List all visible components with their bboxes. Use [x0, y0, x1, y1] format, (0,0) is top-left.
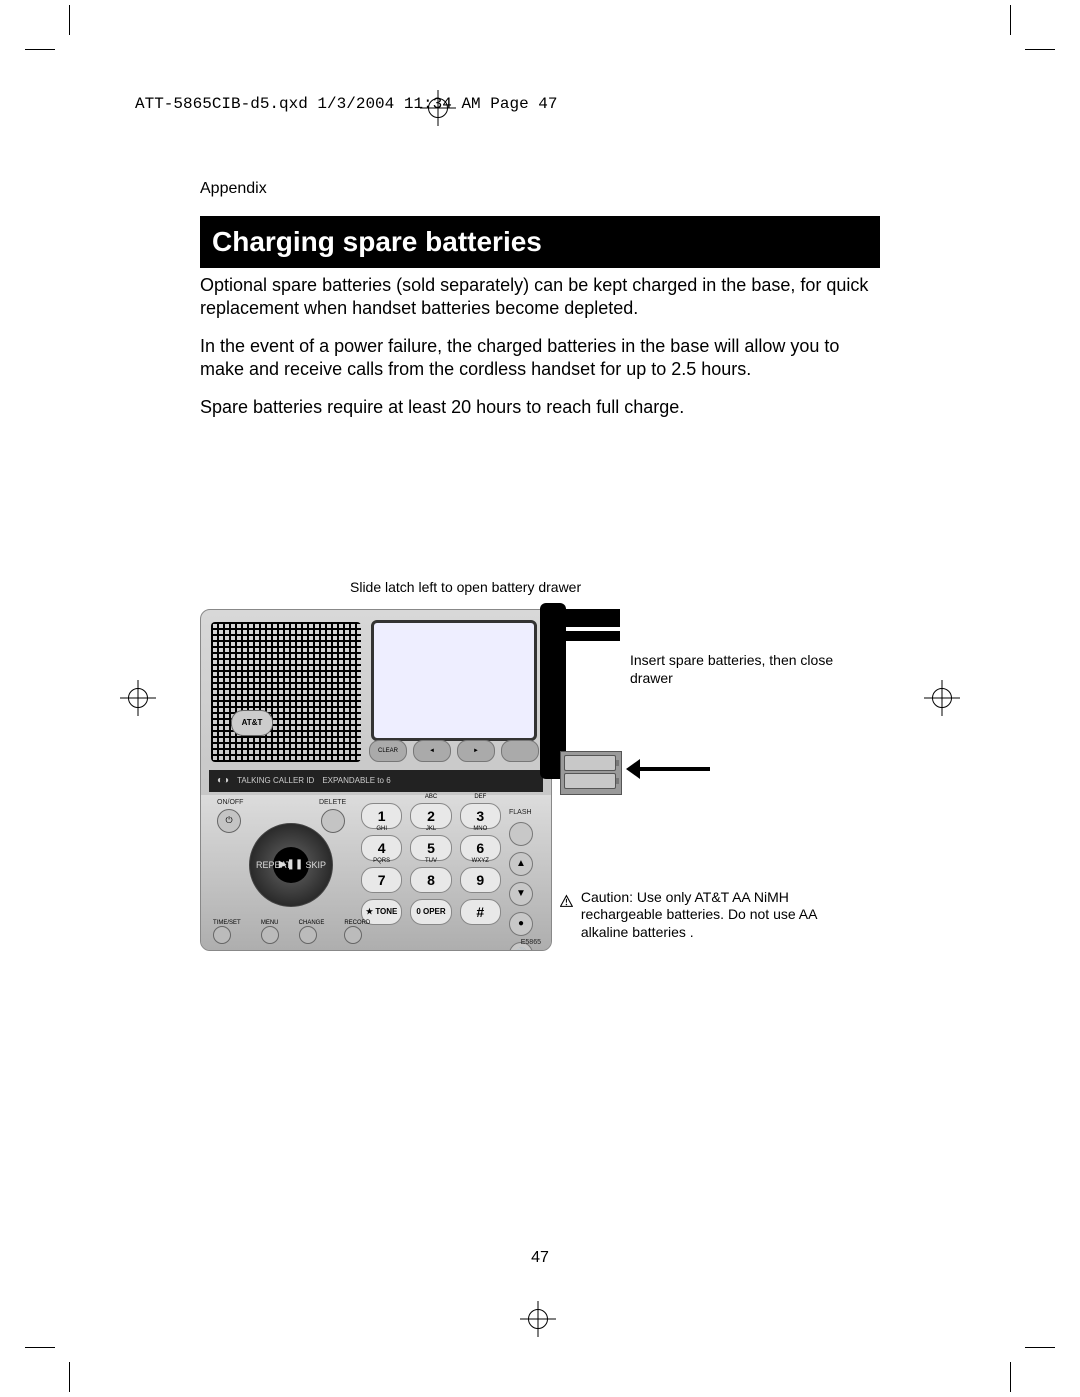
caution-text: Caution: Use only AT&T AA NiMH rechargea… [581, 889, 860, 942]
delete-label: DELETE [319, 799, 346, 806]
key-9: WXYZ9 [460, 867, 501, 893]
registration-mark-bottom [520, 1301, 556, 1337]
key-7: PQRS7 [361, 867, 402, 893]
paragraph-1: Optional spare batteries (sold separatel… [200, 274, 880, 321]
paragraph-2: In the event of a power failure, the cha… [200, 335, 880, 382]
mute-button-icon: ● [509, 912, 533, 936]
crop-mark-tl [55, 35, 95, 75]
key-hash: # [460, 899, 501, 925]
nav-btn-dir [501, 740, 539, 762]
record-btn-icon [344, 926, 362, 944]
change-label: CHANGE [299, 920, 325, 926]
bottom-row-buttons: TIME/SET MENU CHANGE RECORD [213, 920, 370, 944]
menu-label: MENU [261, 920, 279, 926]
power-button-icon: ⏻ [217, 809, 241, 833]
device-figure: AT&T CLEAR ◄ ► ◐◑ TALKING CALLER ID EXPA… [200, 609, 880, 969]
strip-label-2: EXPANDABLE to 6 [322, 776, 390, 785]
key-0: 0 OPER [410, 899, 451, 925]
drawer-slot-icon-2 [560, 631, 620, 641]
warning-icon [560, 889, 573, 913]
change-btn-icon [299, 926, 317, 944]
appendix-label: Appendix [200, 180, 880, 198]
key-8: TUV8 [410, 867, 451, 893]
page-title: Charging spare batteries [200, 216, 880, 268]
crop-mark-bl [55, 1322, 95, 1362]
timeset-btn-icon [213, 926, 231, 944]
vol-down-icon: ▼ [509, 882, 533, 906]
nav-btn-left: ◄ [413, 740, 451, 762]
phone-base-illustration: AT&T CLEAR ◄ ► ◐◑ TALKING CALLER ID EXPA… [200, 609, 552, 951]
model-label: E5865 [521, 939, 541, 946]
registration-mark-right [924, 680, 960, 716]
feature-strip: ◐◑ TALKING CALLER ID EXPANDABLE to 6 [209, 770, 543, 792]
prepress-header: ATT-5865CIB-d5.qxd 1/3/2004 11:34 AM Pag… [135, 95, 557, 113]
insert-caption: Insert spare batteries, then close drawe… [630, 651, 860, 687]
crop-mark-br [985, 1322, 1025, 1362]
strip-label-1: TALKING CALLER ID [237, 776, 314, 785]
crop-mark-tr [985, 35, 1025, 75]
timeset-label: TIME/SET [213, 920, 241, 926]
record-label: RECORD [344, 920, 370, 926]
page-content: Appendix Charging spare batteries Option… [200, 180, 880, 969]
figure-top-caption: Slide latch left to open battery drawer [350, 579, 880, 595]
keypad: 1 ABC2 DEF3 GHI4 JKL5 MNO6 PQRS7 TUV8 WX… [361, 803, 501, 925]
brand-badge: AT&T [231, 710, 273, 736]
onoff-label: ON/OFF [217, 799, 243, 806]
lower-panel: ON/OFF ⏻ DELETE REPEAT ▶❚❚ SKIP 1 ABC2 D… [201, 795, 551, 950]
flash-button-icon [509, 822, 533, 846]
drawer-slot-icon [560, 609, 620, 627]
battery-icon-1 [564, 755, 616, 771]
lcd-screen [371, 620, 537, 741]
repeat-label: REPEAT [256, 860, 291, 870]
playback-dial: REPEAT ▶❚❚ SKIP [249, 823, 333, 907]
registration-mark-left [120, 680, 156, 716]
battery-icon-2 [564, 773, 616, 789]
tape-icon: ◐◑ [217, 775, 229, 786]
caution-block: Caution: Use only AT&T AA NiMH rechargea… [560, 889, 860, 942]
vol-up-icon: ▲ [509, 852, 533, 876]
speaker-grille-icon [211, 622, 361, 762]
paragraph-3: Spare batteries require at least 20 hour… [200, 396, 880, 419]
arrow-left-icon [630, 767, 710, 771]
delete-button-icon [321, 809, 345, 833]
menu-btn-icon [261, 926, 279, 944]
page-number: 47 [531, 1249, 549, 1267]
flash-label: FLASH [509, 809, 539, 816]
nav-btn-right: ► [457, 740, 495, 762]
side-buttons: FLASH ▲ ▼ ● 🔊 [509, 809, 539, 951]
skip-label: SKIP [305, 860, 326, 870]
nav-btn-clear: CLEAR [369, 740, 407, 762]
nav-buttons: CLEAR ◄ ► [369, 740, 539, 764]
